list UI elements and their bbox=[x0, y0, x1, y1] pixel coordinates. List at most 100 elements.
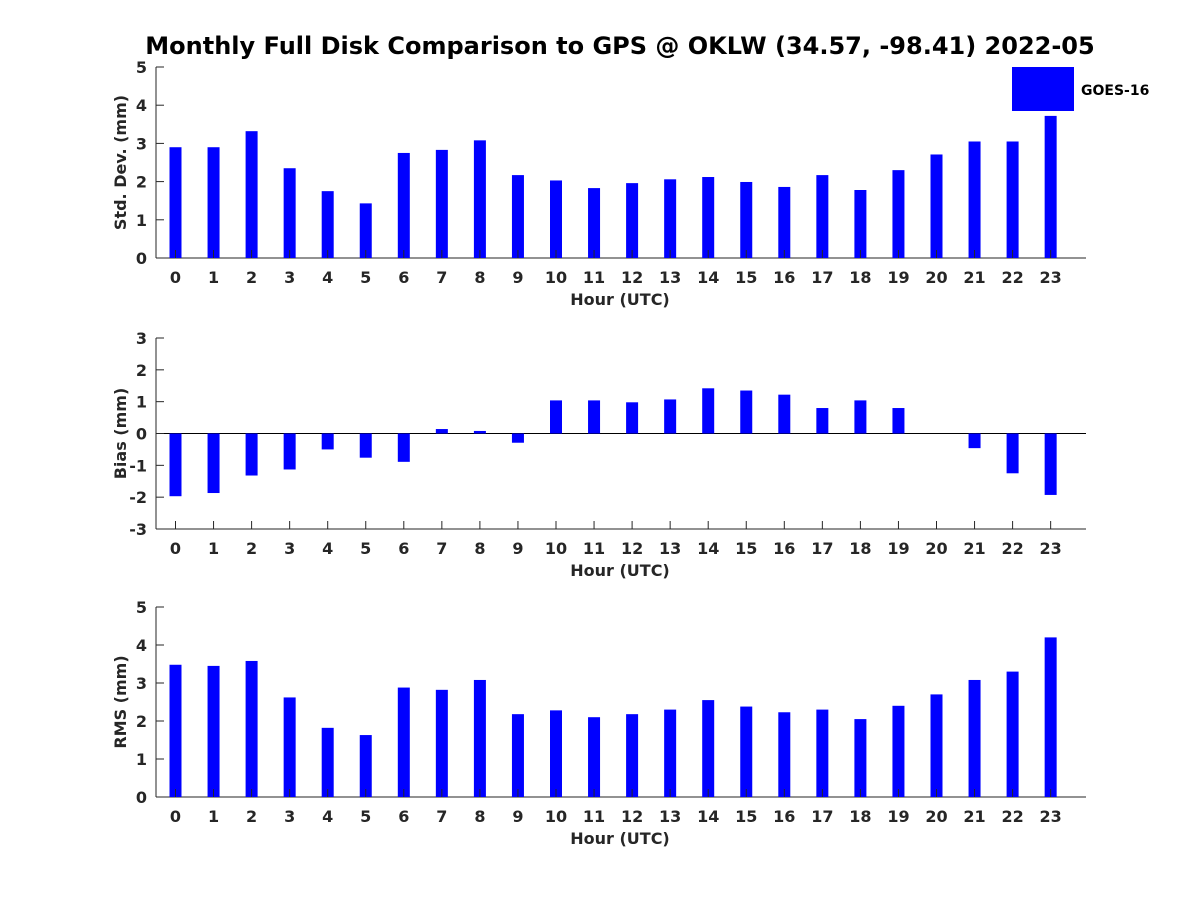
bar-hour-2 bbox=[245, 433, 258, 476]
x-tick-label: 19 bbox=[887, 807, 909, 826]
x-tick-label: 11 bbox=[583, 539, 605, 558]
x-tick-label: 6 bbox=[398, 807, 409, 826]
x-tick-label: 10 bbox=[545, 807, 567, 826]
bar-hour-15 bbox=[740, 390, 753, 434]
bar-hour-12 bbox=[626, 402, 639, 434]
y-tick-label: 5 bbox=[136, 58, 147, 77]
bar-hour-19 bbox=[892, 705, 905, 797]
bar-hour-1 bbox=[207, 433, 220, 494]
bar-hour-11 bbox=[588, 400, 601, 434]
bar-hour-21 bbox=[968, 141, 981, 258]
x-tick-label: 12 bbox=[621, 268, 643, 287]
bar-hour-11 bbox=[588, 188, 601, 258]
bar-hour-17 bbox=[816, 709, 829, 797]
x-tick-label: 20 bbox=[925, 268, 947, 287]
x-tick-label: 6 bbox=[398, 268, 409, 287]
bar-hour-13 bbox=[664, 399, 677, 434]
bar-hour-17 bbox=[816, 408, 829, 434]
y-tick-label: 3 bbox=[136, 134, 147, 153]
y-tick-label: 3 bbox=[136, 674, 147, 693]
x-tick-label: 22 bbox=[1001, 807, 1023, 826]
x-tick-label: 1 bbox=[208, 268, 219, 287]
x-tick-label: 18 bbox=[849, 807, 871, 826]
bar-hour-16 bbox=[778, 186, 791, 258]
x-tick-label: 19 bbox=[887, 539, 909, 558]
x-tick-label: 12 bbox=[621, 807, 643, 826]
bar-hour-12 bbox=[626, 714, 639, 797]
bar-hour-0 bbox=[169, 664, 182, 797]
bar-hour-0 bbox=[169, 147, 182, 258]
x-tick-label: 15 bbox=[735, 268, 757, 287]
x-tick-label: 10 bbox=[545, 268, 567, 287]
y-tick-label: 1 bbox=[136, 393, 147, 412]
x-tick-label: 16 bbox=[773, 539, 795, 558]
x-axis-label: Hour (UTC) bbox=[570, 561, 670, 580]
x-tick-label: 4 bbox=[322, 539, 333, 558]
x-tick-label: 11 bbox=[583, 807, 605, 826]
bar-hour-22 bbox=[1006, 433, 1019, 474]
x-tick-label: 0 bbox=[170, 268, 181, 287]
bar-hour-0 bbox=[169, 433, 182, 497]
x-tick-label: 9 bbox=[512, 807, 523, 826]
x-tick-label: 7 bbox=[436, 807, 447, 826]
y-axis-label: Std. Dev. (mm) bbox=[111, 95, 130, 230]
x-tick-label: 1 bbox=[208, 807, 219, 826]
bar-hour-16 bbox=[778, 394, 791, 434]
y-tick-label: 4 bbox=[136, 636, 147, 655]
bar-hour-13 bbox=[664, 709, 677, 797]
x-tick-label: 20 bbox=[925, 807, 947, 826]
bar-hour-3 bbox=[283, 433, 296, 470]
bar-hour-14 bbox=[702, 177, 715, 258]
x-tick-label: 2 bbox=[246, 807, 257, 826]
x-tick-label: 5 bbox=[360, 268, 371, 287]
x-tick-label: 1 bbox=[208, 539, 219, 558]
x-tick-label: 18 bbox=[849, 539, 871, 558]
bar-hour-10 bbox=[550, 400, 562, 434]
bar-hour-7 bbox=[435, 429, 448, 434]
x-tick-label: 17 bbox=[811, 268, 833, 287]
x-tick-label: 19 bbox=[887, 268, 909, 287]
bar-hour-23 bbox=[1044, 637, 1057, 797]
bar-hour-14 bbox=[702, 388, 715, 434]
y-tick-label: -2 bbox=[129, 488, 147, 507]
bar-hour-12 bbox=[626, 183, 639, 258]
x-tick-label: 8 bbox=[474, 539, 485, 558]
bar-hour-5 bbox=[359, 203, 372, 258]
y-tick-label: 2 bbox=[136, 361, 147, 380]
bar-hour-23 bbox=[1044, 115, 1057, 259]
bar-hour-19 bbox=[892, 170, 905, 258]
x-tick-label: 6 bbox=[398, 539, 409, 558]
figure-title: Monthly Full Disk Comparison to GPS @ OK… bbox=[145, 32, 1094, 60]
bar-hour-9 bbox=[511, 175, 524, 258]
bar-hour-1 bbox=[207, 147, 220, 258]
x-tick-label: 23 bbox=[1040, 807, 1062, 826]
y-tick-label: 0 bbox=[136, 425, 147, 444]
y-tick-label: 4 bbox=[136, 96, 147, 115]
bar-hour-6 bbox=[397, 687, 410, 797]
bar-hour-9 bbox=[511, 433, 524, 443]
x-tick-label: 13 bbox=[659, 539, 681, 558]
y-tick-label: 3 bbox=[136, 329, 147, 348]
x-tick-label: 16 bbox=[773, 807, 795, 826]
legend-swatch bbox=[1012, 67, 1074, 111]
y-tick-label: 1 bbox=[136, 211, 147, 230]
x-tick-label: 20 bbox=[925, 539, 947, 558]
bar-hour-22 bbox=[1006, 671, 1019, 797]
bar-hour-2 bbox=[245, 660, 258, 797]
x-tick-label: 15 bbox=[735, 807, 757, 826]
x-tick-label: 9 bbox=[512, 539, 523, 558]
x-tick-label: 21 bbox=[963, 539, 985, 558]
bar-hour-15 bbox=[740, 181, 753, 258]
x-tick-label: 0 bbox=[170, 807, 181, 826]
bar-hour-6 bbox=[397, 152, 410, 258]
legend-label: GOES-16 bbox=[1081, 83, 1149, 99]
bar-hour-17 bbox=[816, 175, 829, 258]
x-tick-label: 4 bbox=[322, 807, 333, 826]
bar-hour-8 bbox=[473, 430, 486, 434]
x-tick-label: 17 bbox=[811, 807, 833, 826]
